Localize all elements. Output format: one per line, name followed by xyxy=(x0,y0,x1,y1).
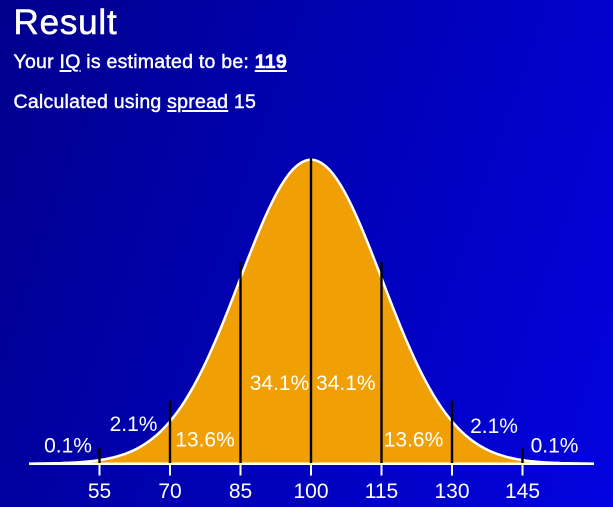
svg-text:70: 70 xyxy=(158,480,181,503)
svg-text:13.6%: 13.6% xyxy=(175,429,235,452)
svg-text:55: 55 xyxy=(88,480,111,503)
svg-text:34.1%: 34.1% xyxy=(316,372,376,395)
svg-text:130: 130 xyxy=(434,480,469,503)
svg-text:145: 145 xyxy=(505,480,540,503)
svg-text:0.1%: 0.1% xyxy=(44,435,92,458)
svg-text:0.1%: 0.1% xyxy=(531,435,579,458)
svg-text:34.1%: 34.1% xyxy=(250,372,310,395)
svg-text:2.1%: 2.1% xyxy=(110,413,158,436)
svg-text:13.6%: 13.6% xyxy=(384,429,444,452)
svg-text:85: 85 xyxy=(229,480,252,503)
svg-text:2.1%: 2.1% xyxy=(470,415,518,438)
svg-text:100: 100 xyxy=(293,480,328,503)
svg-text:115: 115 xyxy=(365,480,398,503)
